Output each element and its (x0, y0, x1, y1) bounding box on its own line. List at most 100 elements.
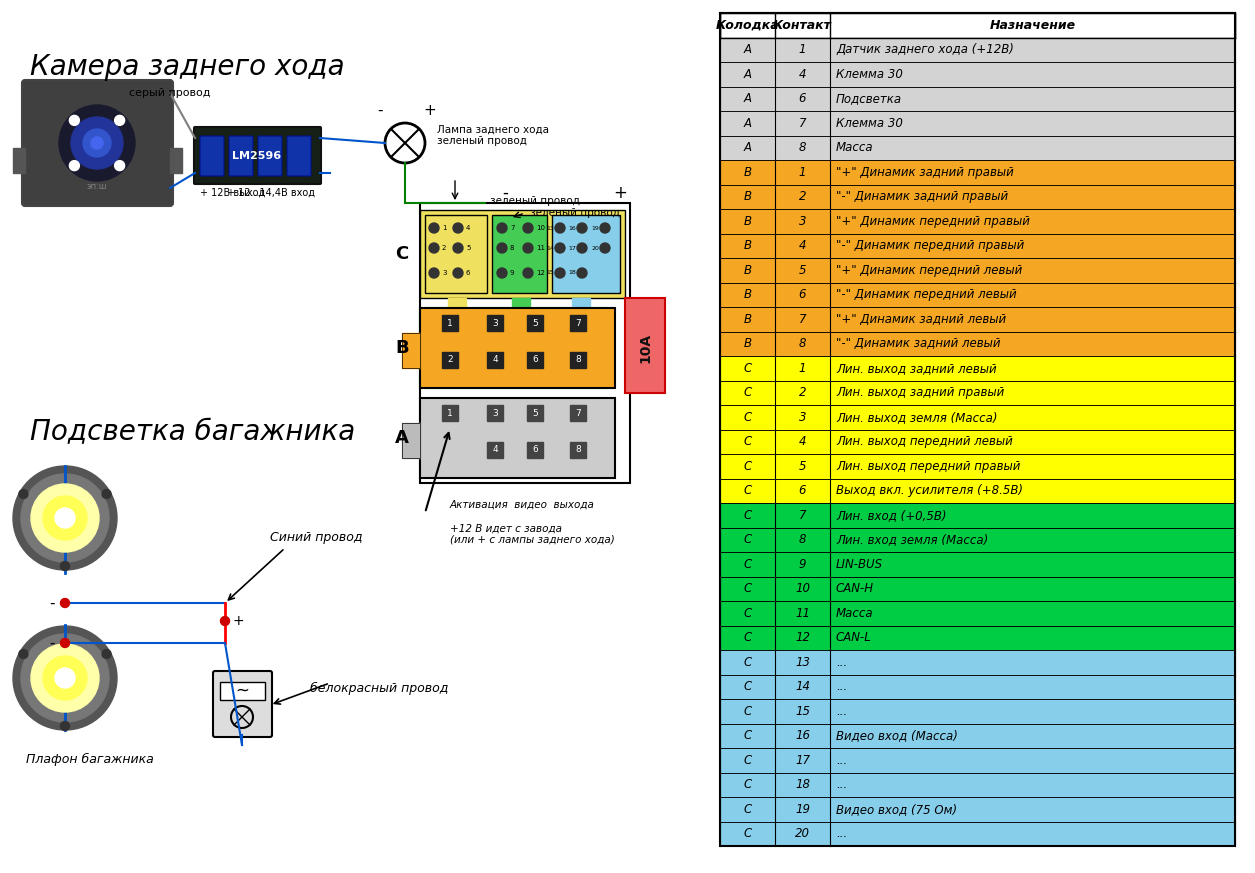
Circle shape (19, 490, 28, 498)
Text: ...: ... (836, 656, 847, 669)
Text: 6: 6 (798, 288, 806, 301)
Bar (420, 398, 615, 478)
Circle shape (429, 223, 439, 233)
Bar (720, 283, 1235, 307)
Text: 2: 2 (442, 245, 447, 251)
Text: 8: 8 (575, 445, 581, 455)
Text: 3: 3 (492, 319, 498, 327)
Text: 7: 7 (798, 509, 806, 522)
Circle shape (55, 508, 75, 528)
Text: 6: 6 (532, 355, 538, 365)
Text: 15: 15 (546, 271, 553, 276)
Bar (720, 821, 1235, 846)
Bar (442, 405, 458, 421)
Bar (402, 333, 420, 368)
Text: C: C (743, 485, 752, 498)
Circle shape (31, 644, 99, 712)
Text: 4: 4 (492, 445, 498, 455)
Bar (720, 13, 1235, 846)
Text: "-" Динамик задний правый: "-" Динамик задний правый (836, 190, 1008, 203)
Text: B: B (395, 339, 409, 357)
Text: + 12...14,4В вход: + 12...14,4В вход (227, 188, 315, 198)
Text: 11: 11 (536, 245, 545, 251)
Bar (527, 352, 543, 368)
Text: C: C (743, 460, 752, 473)
Circle shape (555, 223, 565, 233)
Text: Лин. выход задний правый: Лин. выход задний правый (836, 386, 1004, 399)
Bar (720, 381, 1235, 405)
Text: ...: ... (836, 753, 847, 766)
Circle shape (497, 243, 507, 253)
Text: B: B (743, 264, 752, 277)
Bar (527, 405, 543, 421)
FancyBboxPatch shape (213, 671, 272, 737)
Text: -: - (378, 103, 383, 118)
Bar (720, 527, 1235, 552)
Text: B: B (743, 337, 752, 350)
Bar (720, 748, 1235, 773)
Text: C: C (743, 680, 752, 693)
Bar (425, 215, 487, 293)
Bar (720, 773, 1235, 797)
Circle shape (69, 161, 79, 170)
Bar (420, 210, 625, 298)
Bar (487, 352, 503, 368)
Text: 7: 7 (575, 319, 581, 327)
Text: Лин. выход задний левый: Лин. выход задний левый (836, 361, 996, 375)
Text: 9: 9 (798, 558, 806, 571)
Text: 5: 5 (532, 319, 538, 327)
Bar (169, 148, 182, 173)
Text: "-" Динамик передний правый: "-" Динамик передний правый (836, 239, 1024, 252)
Text: 18: 18 (794, 778, 809, 791)
Text: CAN-H: CAN-H (836, 582, 875, 595)
Text: + 12В выход: + 12В выход (200, 188, 265, 198)
Text: CAN-L: CAN-L (836, 631, 872, 644)
Bar (720, 135, 1235, 160)
Text: ...: ... (836, 778, 847, 791)
Text: "+" Динамик задний левый: "+" Динамик задний левый (836, 313, 1007, 326)
Circle shape (453, 268, 463, 278)
Bar (720, 307, 1235, 332)
Circle shape (221, 616, 230, 625)
Text: 3: 3 (798, 215, 806, 228)
Text: 4: 4 (492, 355, 498, 365)
Text: Масса: Масса (836, 607, 873, 620)
Text: Лин. выход передний правый: Лин. выход передний правый (836, 460, 1020, 473)
Bar (487, 405, 503, 421)
Circle shape (21, 634, 109, 722)
Circle shape (555, 268, 565, 278)
Circle shape (429, 243, 439, 253)
Text: 1: 1 (442, 225, 447, 231)
Bar (720, 38, 1235, 62)
Circle shape (43, 496, 87, 540)
Text: "+" Динамик передний правый: "+" Динамик передний правый (836, 215, 1030, 228)
Text: +12 В идет с завода
(или + с лампы заднего хода): +12 В идет с завода (или + с лампы задне… (451, 524, 615, 545)
Text: 7: 7 (575, 409, 581, 417)
Bar (720, 356, 1235, 381)
Text: 6: 6 (532, 445, 538, 455)
Bar (720, 503, 1235, 527)
Circle shape (19, 650, 28, 658)
Text: C: C (743, 509, 752, 522)
Text: ...: ... (836, 828, 847, 840)
Circle shape (523, 223, 533, 233)
Text: 2: 2 (798, 386, 806, 399)
Text: Лампа заднего хода
зеленый провод: Лампа заднего хода зеленый провод (437, 124, 548, 146)
Text: 6: 6 (466, 270, 471, 276)
Text: C: C (743, 729, 752, 742)
Text: "-" Динамик задний левый: "-" Динамик задний левый (836, 337, 1000, 350)
Bar (720, 675, 1235, 699)
Bar (527, 442, 543, 458)
Text: 15: 15 (794, 705, 809, 718)
Text: Подсветка: Подсветка (836, 93, 902, 106)
Text: 7: 7 (798, 313, 806, 326)
Circle shape (60, 638, 69, 648)
Text: -: - (49, 595, 55, 610)
Circle shape (600, 243, 610, 253)
Text: 3: 3 (798, 411, 806, 423)
Bar (570, 442, 586, 458)
Circle shape (69, 115, 79, 126)
Text: C: C (743, 705, 752, 718)
Text: 3: 3 (492, 409, 498, 417)
Text: Плафон багажника: Плафон багажника (26, 753, 154, 766)
